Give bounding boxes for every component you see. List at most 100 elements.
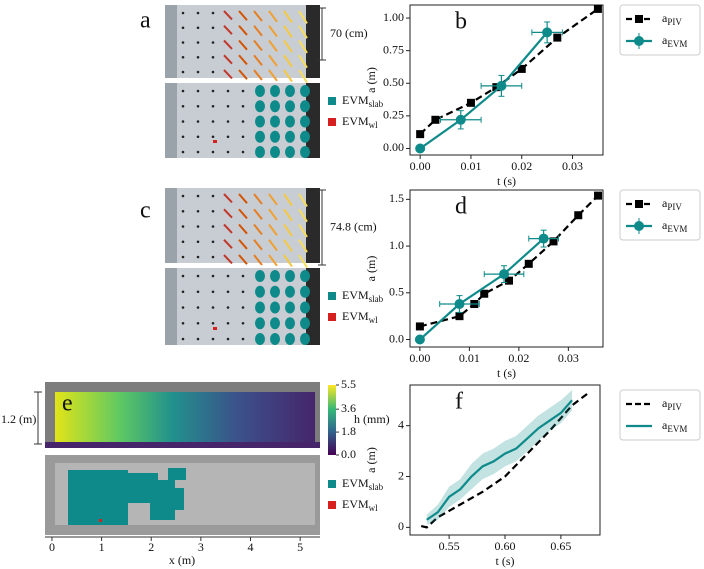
flow-arrow	[253, 10, 263, 22]
evm-blob	[255, 317, 265, 330]
flow-arrow	[283, 39, 293, 53]
marker-dot	[196, 26, 200, 30]
evm-blob	[270, 85, 280, 97]
flow-arrow	[268, 69, 278, 82]
photo-edge	[306, 188, 320, 263]
evm-blob	[270, 301, 280, 314]
evm-blob	[270, 333, 280, 345]
evm-blob	[255, 333, 265, 345]
marker-dot	[226, 150, 230, 154]
marker-dot	[241, 321, 245, 325]
evm-slab	[170, 488, 184, 510]
photo-shade	[165, 5, 177, 78]
legend-label: EVMwl	[342, 309, 378, 325]
point	[496, 80, 507, 91]
marker-dot	[211, 209, 215, 213]
evm-blob	[255, 115, 265, 128]
x-axis-label: x (m)	[169, 553, 195, 567]
series-line	[420, 391, 590, 529]
marker-dot	[196, 104, 200, 108]
evm-slab	[168, 468, 186, 480]
evm-slab	[68, 470, 128, 525]
evm-blob	[255, 130, 265, 143]
x-tick-label: 4	[248, 540, 254, 554]
marker-dot	[211, 240, 215, 244]
marker-dot	[181, 150, 185, 154]
marker-dot	[226, 120, 230, 123]
scale-label: 70 (cm)	[330, 26, 368, 40]
point	[524, 259, 533, 268]
marker-dot	[196, 70, 200, 74]
evm-blob	[285, 115, 295, 128]
evm-blob	[285, 317, 295, 330]
marker-dot	[181, 321, 185, 325]
panel-label: d	[455, 194, 467, 220]
legend-label: aEVM	[662, 218, 687, 234]
marker-dot	[211, 104, 215, 108]
flow-arrow	[223, 10, 233, 21]
x-tick-label: 0.55	[439, 539, 460, 553]
flow-arrow	[253, 54, 263, 66]
flow-arrow	[238, 54, 248, 66]
label-main: EVM	[342, 497, 369, 511]
y-tick-label: 0.25	[383, 108, 404, 122]
marker-dot	[211, 70, 215, 74]
flow-arrow	[268, 10, 278, 23]
x-axis-label: t (s)	[497, 174, 516, 188]
point	[431, 115, 440, 124]
label-main: EVM	[342, 476, 369, 490]
label-main: EVM	[342, 309, 369, 323]
label-main: a	[662, 218, 668, 232]
marker-dot	[211, 135, 215, 139]
legend-label: aEVM	[662, 418, 687, 434]
y-tick-label: 0.50	[383, 75, 404, 89]
marker-dot	[211, 55, 215, 59]
flow-arrow	[238, 208, 248, 220]
label-sub: PIV	[667, 402, 682, 412]
colorbar-tick-label: 0.0	[341, 447, 356, 461]
marker-dot	[181, 255, 185, 259]
x-axis-label: t (s)	[496, 554, 515, 568]
y-tick-label: 1.0	[389, 238, 404, 252]
flow-arrow	[298, 208, 308, 223]
point	[549, 237, 558, 246]
x-tick-label: 5	[297, 540, 303, 554]
photo	[165, 188, 320, 263]
label-main: a	[662, 396, 668, 410]
y-tick-label: 0.0	[389, 331, 404, 345]
marker-dot	[181, 274, 185, 278]
marker-dot	[226, 337, 230, 341]
evm-blob	[255, 100, 265, 113]
marker-dot	[196, 89, 200, 93]
panel-label: e	[62, 391, 73, 417]
evm-blob	[285, 270, 295, 282]
legend-box	[619, 389, 701, 441]
scale-label: 74.8 (cm)	[330, 219, 377, 233]
series-line	[419, 237, 545, 341]
marker-dot	[226, 290, 230, 294]
marker-dot	[241, 290, 245, 294]
wl-spot	[213, 327, 217, 330]
marker-dot	[241, 150, 245, 154]
legend-marker	[635, 200, 643, 208]
label-main: a	[662, 196, 668, 210]
marker-dot	[181, 240, 185, 244]
marker-dot	[211, 321, 215, 325]
x-tick-label: 0.02	[508, 351, 529, 365]
legend-label: EVMwl	[342, 114, 378, 130]
marker-dot	[196, 255, 200, 259]
marker-dot	[241, 306, 245, 309]
marker-dot	[196, 321, 200, 325]
evm-blob	[300, 100, 310, 113]
flow-arrow	[283, 10, 293, 24]
flow-arrow	[298, 239, 308, 253]
y-tick-label: 2	[398, 468, 404, 482]
plot-frame	[409, 4, 604, 156]
legend-label: EVMwl	[342, 497, 378, 513]
marker-dot	[211, 337, 215, 341]
marker-dot	[211, 120, 215, 123]
legend-box	[619, 189, 701, 241]
marker-dot	[241, 337, 245, 341]
label-main: a	[662, 11, 668, 25]
point	[480, 289, 489, 298]
